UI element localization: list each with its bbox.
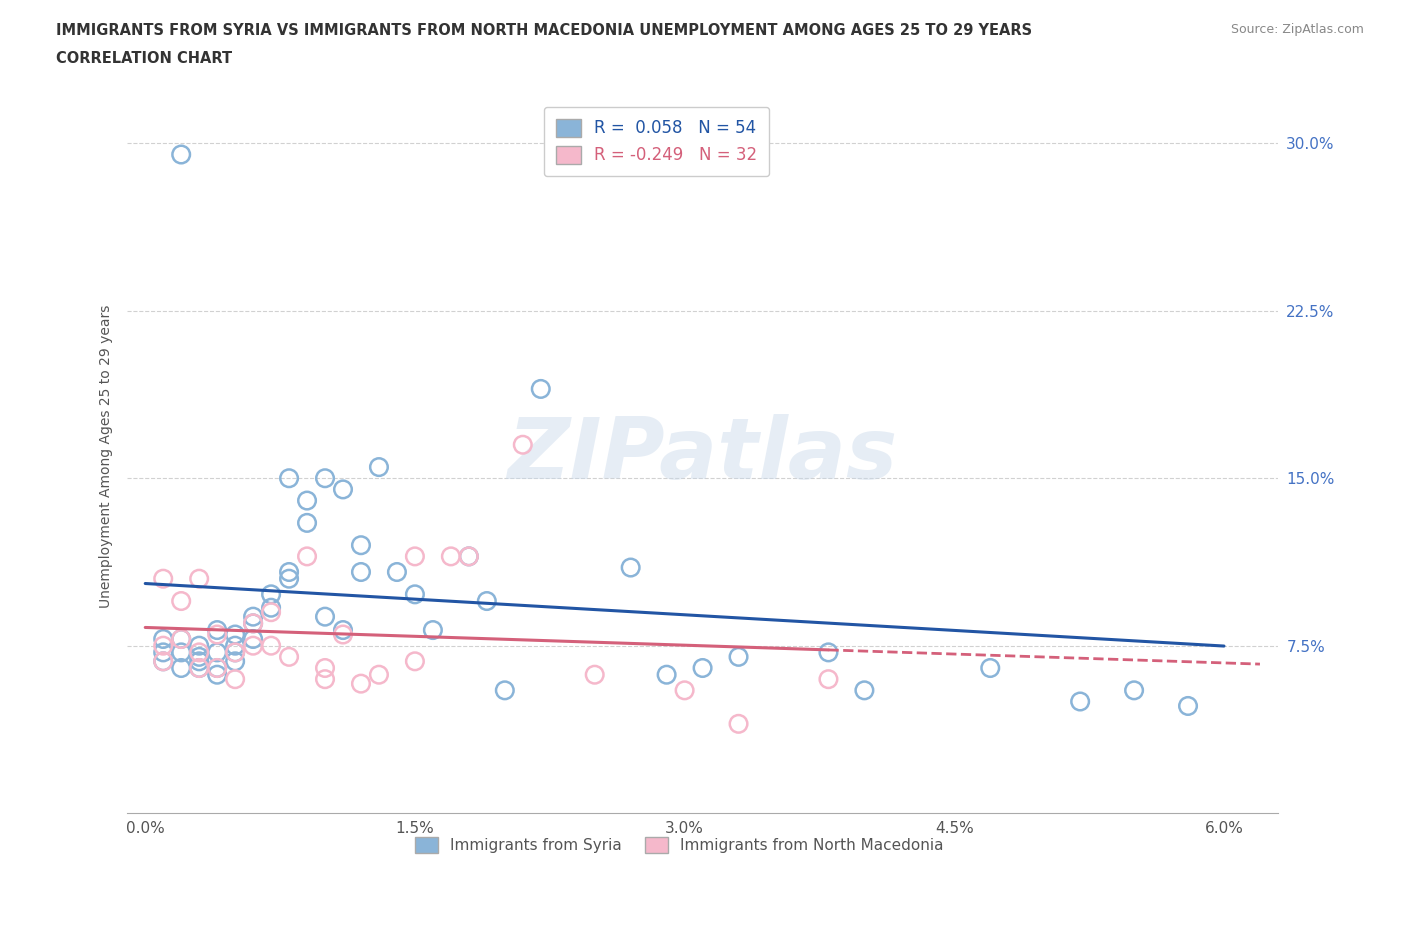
Point	[224, 644, 246, 659]
Text: ZIPatlas: ZIPatlas	[508, 415, 897, 498]
Point	[170, 631, 193, 646]
Point	[205, 622, 228, 637]
Point	[457, 549, 479, 564]
Point	[583, 147, 606, 162]
Point	[314, 609, 336, 624]
Point	[170, 660, 193, 675]
Text: Source: ZipAtlas.com: Source: ZipAtlas.com	[1230, 23, 1364, 36]
Point	[152, 638, 174, 653]
Point	[979, 660, 1001, 675]
Point	[188, 654, 211, 669]
Point	[205, 660, 228, 675]
Point	[475, 593, 498, 608]
Point	[242, 616, 264, 631]
Point	[440, 549, 463, 564]
Point	[583, 667, 606, 682]
Point	[404, 549, 426, 564]
Point	[260, 587, 283, 602]
Point	[422, 622, 444, 637]
Point	[224, 654, 246, 669]
Point	[188, 571, 211, 586]
Point	[404, 587, 426, 602]
Point	[224, 671, 246, 686]
Point	[494, 683, 516, 698]
Point	[152, 571, 174, 586]
Point	[368, 459, 391, 474]
Point	[692, 660, 714, 675]
Point	[205, 667, 228, 682]
Point	[242, 631, 264, 646]
Point	[817, 644, 839, 659]
Point	[620, 560, 643, 575]
Point	[188, 660, 211, 675]
Point	[170, 147, 193, 162]
Point	[512, 437, 534, 452]
Point	[332, 482, 354, 497]
Point	[655, 667, 678, 682]
Point	[1123, 683, 1146, 698]
Point	[350, 538, 373, 552]
Point	[314, 660, 336, 675]
Point	[295, 515, 318, 530]
Text: CORRELATION CHART: CORRELATION CHART	[56, 51, 232, 66]
Point	[224, 627, 246, 642]
Point	[332, 627, 354, 642]
Point	[350, 565, 373, 579]
Point	[278, 571, 301, 586]
Point	[278, 471, 301, 485]
Point	[224, 638, 246, 653]
Point	[260, 600, 283, 615]
Point	[170, 593, 193, 608]
Point	[242, 609, 264, 624]
Point	[224, 644, 246, 659]
Point	[260, 604, 283, 619]
Point	[350, 676, 373, 691]
Point	[368, 667, 391, 682]
Point	[278, 565, 301, 579]
Point	[295, 493, 318, 508]
Point	[314, 471, 336, 485]
Point	[1177, 698, 1199, 713]
Point	[404, 654, 426, 669]
Point	[170, 631, 193, 646]
Point	[1069, 694, 1091, 709]
Point	[188, 660, 211, 675]
Point	[242, 638, 264, 653]
Point	[188, 649, 211, 664]
Point	[278, 649, 301, 664]
Point	[673, 683, 696, 698]
Legend: Immigrants from Syria, Immigrants from North Macedonia: Immigrants from Syria, Immigrants from N…	[409, 830, 950, 859]
Point	[314, 671, 336, 686]
Point	[457, 549, 479, 564]
Point	[727, 649, 749, 664]
Point	[332, 622, 354, 637]
Point	[152, 631, 174, 646]
Y-axis label: Unemployment Among Ages 25 to 29 years: Unemployment Among Ages 25 to 29 years	[100, 304, 114, 607]
Point	[385, 565, 408, 579]
Point	[152, 654, 174, 669]
Point	[530, 381, 553, 396]
Point	[170, 644, 193, 659]
Point	[152, 644, 174, 659]
Point	[295, 549, 318, 564]
Point	[727, 716, 749, 731]
Point	[205, 660, 228, 675]
Point	[205, 644, 228, 659]
Point	[205, 627, 228, 642]
Point	[260, 638, 283, 653]
Point	[853, 683, 876, 698]
Point	[242, 616, 264, 631]
Point	[817, 671, 839, 686]
Point	[188, 638, 211, 653]
Text: IMMIGRANTS FROM SYRIA VS IMMIGRANTS FROM NORTH MACEDONIA UNEMPLOYMENT AMONG AGES: IMMIGRANTS FROM SYRIA VS IMMIGRANTS FROM…	[56, 23, 1032, 38]
Point	[188, 644, 211, 659]
Point	[152, 654, 174, 669]
